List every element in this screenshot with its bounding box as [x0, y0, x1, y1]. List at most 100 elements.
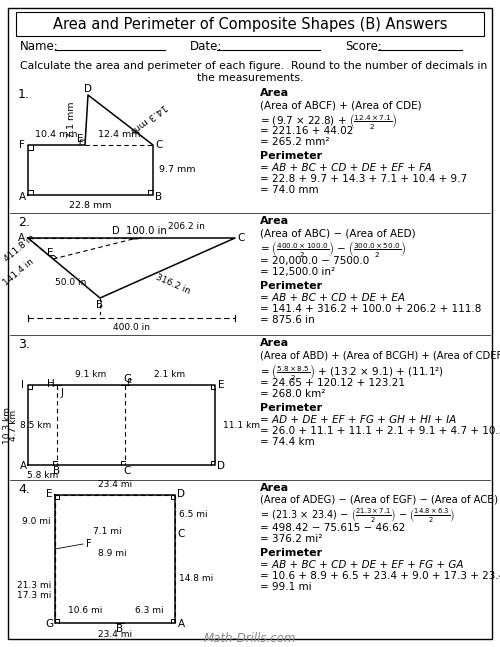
Text: Area: Area — [260, 338, 289, 348]
Text: F: F — [86, 539, 92, 549]
Text: Perimeter: Perimeter — [260, 151, 322, 161]
Text: 10.4 mm: 10.4 mm — [35, 130, 78, 139]
Text: 411.8 in: 411.8 in — [2, 233, 36, 264]
Text: 5.8 km: 5.8 km — [27, 471, 58, 480]
Text: Date:: Date: — [190, 39, 222, 52]
Text: 316.2 in: 316.2 in — [154, 273, 191, 296]
Text: 141.4 in: 141.4 in — [2, 257, 36, 287]
Text: = 875.6 in: = 875.6 in — [260, 315, 315, 325]
Text: B: B — [96, 300, 103, 310]
Text: = 22.8 + 9.7 + 14.3 + 7.1 + 10.4 + 9.7: = 22.8 + 9.7 + 14.3 + 7.1 + 10.4 + 9.7 — [260, 174, 467, 184]
Text: A: A — [20, 461, 26, 471]
Text: = 74.0 mm: = 74.0 mm — [260, 185, 318, 195]
Text: = AD + DE + EF + FG + GH + HI + IA: = AD + DE + EF + FG + GH + HI + IA — [260, 415, 456, 425]
Text: Area and Perimeter of Composite Shapes (B) Answers: Area and Perimeter of Composite Shapes (… — [53, 17, 448, 32]
Text: the measurements.: the measurements. — [197, 73, 303, 83]
Text: 14.8 mi: 14.8 mi — [179, 574, 213, 583]
Text: E: E — [46, 489, 52, 499]
Text: 7.1 mm: 7.1 mm — [68, 102, 76, 138]
Text: = AB + BC + CD + DE + EF + FG + GA: = AB + BC + CD + DE + EF + FG + GA — [260, 560, 464, 570]
Text: = 26.0 + 11.1 + 11.1 + 2.1 + 9.1 + 4.7 + 10.3: = 26.0 + 11.1 + 11.1 + 2.1 + 9.1 + 4.7 +… — [260, 426, 500, 436]
Text: G: G — [123, 374, 131, 384]
Text: E: E — [47, 248, 53, 258]
Text: = 10.6 + 8.9 + 6.5 + 23.4 + 9.0 + 17.3 + 23.4: = 10.6 + 8.9 + 6.5 + 23.4 + 9.0 + 17.3 +… — [260, 571, 500, 581]
Text: A: A — [178, 619, 184, 629]
Text: = 498.42 − 75.615 − 46.62: = 498.42 − 75.615 − 46.62 — [260, 523, 406, 533]
Text: E: E — [218, 380, 224, 390]
Text: C: C — [124, 466, 130, 476]
Text: 9.7 mm: 9.7 mm — [159, 166, 196, 175]
Text: C: C — [178, 529, 184, 539]
Text: = 24.65 + 120.12 + 123.21: = 24.65 + 120.12 + 123.21 — [260, 378, 405, 388]
Text: = $\left(\frac{5.8\times8.5}{2}\right)$ + (13.2 $\times$ 9.1) + (11.1²): = $\left(\frac{5.8\times8.5}{2}\right)$ … — [260, 362, 444, 382]
Text: Area: Area — [260, 483, 289, 493]
Text: 206.2 in: 206.2 in — [168, 222, 204, 231]
Text: 8.5 km: 8.5 km — [20, 421, 51, 430]
Text: B: B — [54, 466, 60, 476]
Text: C: C — [238, 233, 244, 243]
Text: Calculate the area and perimeter of each figure.  Round to the number of decimal: Calculate the area and perimeter of each… — [20, 61, 487, 71]
Text: = 141.4 + 316.2 + 100.0 + 206.2 + 111.8: = 141.4 + 316.2 + 100.0 + 206.2 + 111.8 — [260, 304, 482, 314]
Text: 22.8 mm: 22.8 mm — [69, 201, 112, 210]
Text: D  100.0 in: D 100.0 in — [112, 226, 166, 236]
Text: = (9.7 $\times$ 22.8) + $\left(\frac{12.4\times7.1}{2}\right)$: = (9.7 $\times$ 22.8) + $\left(\frac{12.… — [260, 111, 398, 131]
Text: A: A — [18, 233, 24, 243]
Text: = AB + BC + CD + DE + EF + FA: = AB + BC + CD + DE + EF + FA — [260, 163, 432, 173]
Text: 9.0 mi: 9.0 mi — [22, 518, 51, 527]
Text: 9.1 km: 9.1 km — [76, 370, 106, 379]
Text: 23.4 mi: 23.4 mi — [98, 480, 132, 489]
Text: B: B — [116, 624, 123, 634]
Text: (Area of ADEG) − (Area of EGF) − (Area of ACB): (Area of ADEG) − (Area of EGF) − (Area o… — [260, 495, 498, 505]
Text: = (21.3 $\times$ 23.4) $-$ $\left(\frac{21.3\times7.1}{2}\right)$ $-$ $\left(\fr: = (21.3 $\times$ 23.4) $-$ $\left(\frac{… — [260, 507, 455, 525]
Text: 50.0 in: 50.0 in — [55, 278, 86, 287]
Text: = 221.16 + 44.02: = 221.16 + 44.02 — [260, 126, 354, 136]
Text: Math-Drills.com: Math-Drills.com — [204, 631, 296, 644]
Text: D: D — [217, 461, 225, 471]
Text: 1.: 1. — [18, 88, 30, 101]
Text: Perimeter: Perimeter — [260, 403, 322, 413]
Text: Name:: Name: — [20, 39, 59, 52]
Text: = 265.2 mm²: = 265.2 mm² — [260, 137, 330, 147]
Text: 12.4 mm: 12.4 mm — [98, 130, 140, 139]
Text: 7.1 mi: 7.1 mi — [93, 527, 122, 536]
Text: 8.9 mi: 8.9 mi — [98, 549, 126, 558]
Text: 6.5 mi: 6.5 mi — [179, 510, 208, 519]
Text: = AB + BC + CD + DE + EA: = AB + BC + CD + DE + EA — [260, 293, 405, 303]
Text: H: H — [47, 379, 55, 389]
Text: = 268.0 km²: = 268.0 km² — [260, 389, 326, 399]
Text: A: A — [18, 192, 26, 202]
Text: Area: Area — [260, 88, 289, 98]
Text: 4.: 4. — [18, 483, 30, 496]
Bar — [16, 12, 484, 36]
Text: B: B — [156, 192, 162, 202]
Text: = 376.2 mi²: = 376.2 mi² — [260, 534, 322, 544]
Text: E: E — [77, 134, 83, 144]
Text: D: D — [84, 84, 92, 94]
Text: (Area of ABCF) + (Area of CDE): (Area of ABCF) + (Area of CDE) — [260, 100, 422, 110]
Text: C: C — [156, 140, 162, 150]
Text: = 99.1 mi: = 99.1 mi — [260, 582, 312, 592]
Text: 2.1 km: 2.1 km — [154, 370, 186, 379]
Text: 400.0 in: 400.0 in — [113, 323, 150, 332]
Text: 6.3 mi: 6.3 mi — [135, 606, 164, 615]
Text: (Area of ABC) − (Area of AED): (Area of ABC) − (Area of AED) — [260, 228, 416, 238]
Text: Score:: Score: — [345, 39, 382, 52]
Text: D: D — [177, 489, 185, 499]
Text: Perimeter: Perimeter — [260, 281, 322, 291]
Text: 23.4 mi: 23.4 mi — [98, 630, 132, 639]
Text: 4.7 km: 4.7 km — [10, 410, 18, 441]
Text: F: F — [126, 380, 132, 388]
Text: = $\left(\frac{400.0\times100.0}{2}\right)$ $-$ $\left(\frac{300.0\times50.0}{2}: = $\left(\frac{400.0\times100.0}{2}\righ… — [260, 239, 406, 259]
Text: 2.: 2. — [18, 216, 30, 229]
Text: 14.3 mm: 14.3 mm — [128, 102, 168, 135]
Text: G: G — [45, 619, 53, 629]
Text: 10.3 km: 10.3 km — [4, 406, 13, 443]
Text: 10.6 mi: 10.6 mi — [68, 606, 102, 615]
Text: I: I — [20, 380, 24, 390]
Text: = 12,500.0 in²: = 12,500.0 in² — [260, 267, 335, 277]
Text: 11.1 km: 11.1 km — [223, 421, 260, 430]
Text: 17.3 mi: 17.3 mi — [16, 591, 51, 600]
Text: Area: Area — [260, 216, 289, 226]
Text: 3.: 3. — [18, 338, 30, 351]
Text: (Area of ABD) + (Area of BCGH) + (Area of CDEF): (Area of ABD) + (Area of BCGH) + (Area o… — [260, 350, 500, 360]
